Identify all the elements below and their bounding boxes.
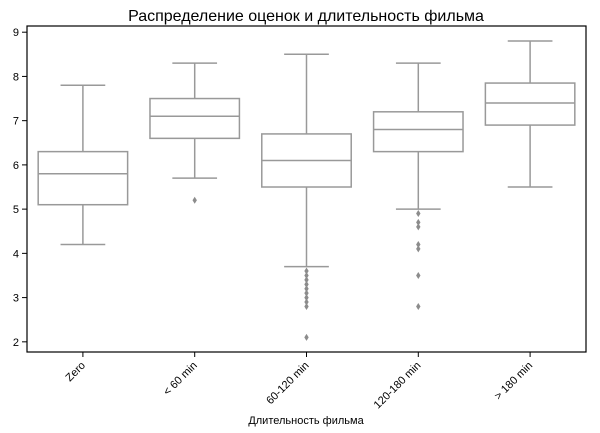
x-tick-label: > 180 min — [492, 360, 535, 403]
outlier-point — [416, 218, 421, 226]
outlier-point — [416, 271, 421, 279]
outlier-point — [192, 196, 197, 204]
x-tick-label: < 60 min — [161, 360, 200, 399]
outlier-point — [304, 302, 309, 310]
y-tick-label: 7 — [13, 116, 19, 128]
outlier-point — [304, 280, 309, 288]
outlier-point — [416, 210, 421, 218]
x-tick-label: 120-180 min — [372, 360, 424, 412]
outlier-point — [416, 223, 421, 231]
outlier-point — [416, 245, 421, 253]
box — [484, 82, 576, 126]
y-tick-label: 2 — [13, 337, 19, 349]
outlier-point — [304, 285, 309, 293]
y-tick-label: 8 — [13, 71, 19, 83]
outlier-point — [416, 302, 421, 310]
x-axis-label: Длительность фильма — [248, 415, 364, 427]
outlier-point — [304, 289, 309, 297]
chart-title: Распределение оценок и длительность филь… — [128, 8, 484, 25]
x-tick-label: Zero — [64, 360, 88, 384]
outlier-point — [416, 241, 421, 249]
outlier-point — [304, 271, 309, 279]
y-tick-label: 9 — [13, 27, 19, 39]
outlier-point — [304, 267, 309, 275]
y-tick-label: 3 — [13, 293, 19, 305]
outlier-point — [304, 276, 309, 284]
box — [37, 150, 129, 206]
plot-frame — [26, 25, 587, 353]
outlier-point — [304, 294, 309, 302]
y-tick-label: 5 — [13, 204, 19, 216]
box — [149, 97, 241, 140]
outlier-point — [304, 298, 309, 306]
y-tick-label: 4 — [13, 248, 19, 260]
x-tick-label: 60-120 min — [264, 360, 311, 407]
box — [372, 111, 464, 153]
outlier-point — [304, 333, 309, 341]
y-tick-label: 6 — [13, 160, 19, 172]
